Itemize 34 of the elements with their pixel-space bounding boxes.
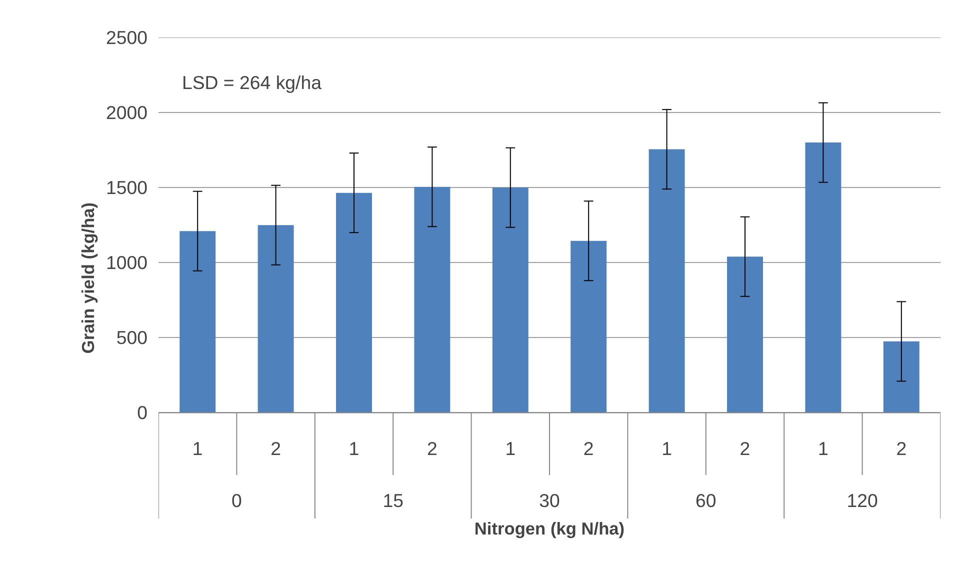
bar [492,188,528,413]
text: 30 [539,490,560,511]
x-tick-label: 1 [505,438,516,460]
x-tick-label: 2 [740,438,750,460]
text: 120 [846,490,878,511]
x-tick-label: 2 [427,438,438,460]
x-tick-label: 2 [583,438,594,460]
y-tick-label: 2500 [106,27,148,48]
text: 60 [696,490,716,511]
x-tick-label: 2 [270,438,282,460]
y-tick-label: 1500 [106,177,148,198]
y-tick-label: 500 [116,327,148,348]
bar [727,256,763,413]
bar [570,240,607,413]
bar [258,225,294,413]
bar [414,186,450,413]
annotation: LSD = 264 kg/ha [182,72,322,94]
y-tick-label: 1000 [106,252,148,274]
text: 15 [382,490,404,511]
x-tick-label: 1 [192,438,203,460]
bar [180,231,216,413]
y-tick-label: 0 [137,402,148,424]
x-tick-label: 1 [348,438,360,460]
y-tick-label: 2000 [106,102,148,124]
x-axis-title: Nitrogen (kg N/ha) [474,518,625,538]
x-tick-label: 1 [662,438,672,460]
bar [805,142,842,413]
x-tick-label: 1 [818,438,828,460]
bar [336,192,372,413]
bar [648,149,685,413]
text: 0 [232,490,242,511]
y-axis-title: Grain yield (kg/ha) [78,202,98,354]
x-tick-label: 2 [896,438,907,460]
bar [883,341,920,413]
